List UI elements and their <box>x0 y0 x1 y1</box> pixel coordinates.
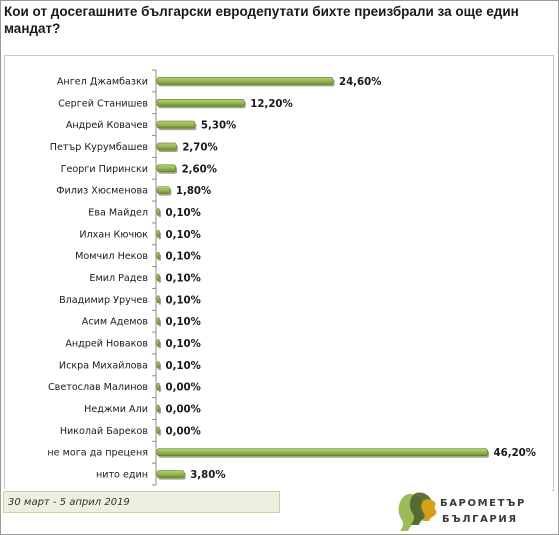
bar <box>156 426 160 435</box>
data-label: 12,20% <box>250 99 292 110</box>
data-label: 46,20% <box>494 448 536 459</box>
bar <box>156 98 245 107</box>
bar <box>156 230 160 238</box>
data-label: 0,10% <box>166 208 201 219</box>
bar <box>156 470 185 478</box>
category-label: Ангел Джамбазки <box>57 76 148 87</box>
bar <box>156 382 160 391</box>
bar <box>156 208 160 216</box>
data-label: 3,80% <box>190 470 225 481</box>
category-label: Николай Бареков <box>60 426 149 437</box>
bar <box>156 339 160 347</box>
category-label: Георги Пирински <box>61 164 148 175</box>
logo-emblem-icon <box>398 492 437 531</box>
bar <box>156 361 160 369</box>
data-label: 0,10% <box>166 361 201 372</box>
category-label: Владимир Уручев <box>59 295 148 306</box>
logo-line1: БАРОМЕТЪР <box>440 498 526 509</box>
category-label: Ева Майдел <box>88 207 148 218</box>
bar <box>156 273 160 282</box>
bar <box>156 404 160 413</box>
category-label: Филиз Хюсменова <box>56 186 148 197</box>
bar <box>156 77 334 85</box>
date-range: 30 март - 5 април 2019 <box>3 491 280 513</box>
data-label: 0,00% <box>166 405 201 416</box>
plot-area <box>4 55 554 491</box>
chart-title: Кои от досегашните български евродепутат… <box>4 4 519 36</box>
category-label: Неджми Али <box>84 404 148 415</box>
data-label: 0,10% <box>166 317 201 328</box>
bar <box>156 186 171 194</box>
data-label: 0,00% <box>166 426 201 437</box>
barometar-logo: БАРОМЕТЪР БЪЛГАРИЯ <box>394 490 554 532</box>
category-label: Асим Адемов <box>82 317 149 328</box>
category-label: Искра Михайлова <box>59 360 148 371</box>
category-label: Момчил Неков <box>75 251 148 262</box>
logo-line2: БЪЛГАРИЯ <box>442 514 518 525</box>
bar <box>156 164 176 173</box>
category-label: Емил Радев <box>89 273 148 284</box>
data-label: 0,10% <box>166 230 201 241</box>
category-label: не мога да преценя <box>47 448 148 459</box>
data-label: 24,60% <box>339 77 381 88</box>
category-label: Петър Курумбашев <box>50 142 149 153</box>
data-label: 1,80% <box>176 186 211 197</box>
data-label: 0,10% <box>166 339 201 350</box>
data-label: 2,60% <box>182 164 217 175</box>
category-label: Сергей Станишев <box>58 98 148 109</box>
category-label: нито един <box>96 470 148 481</box>
data-label: 0,00% <box>166 383 201 394</box>
bar <box>156 142 177 151</box>
bar <box>156 295 160 304</box>
bar <box>156 120 196 129</box>
bar <box>156 251 160 260</box>
category-label: Андрей Ковачев <box>66 120 149 131</box>
bar <box>156 317 160 325</box>
data-label: 5,30% <box>201 121 236 132</box>
category-label: Светослав Малинов <box>48 382 148 393</box>
category-label: Илхан Кючюк <box>79 229 148 240</box>
data-label: 2,70% <box>182 142 217 153</box>
data-label: 0,10% <box>166 274 201 285</box>
bar <box>156 448 488 457</box>
data-label: 0,10% <box>166 252 201 263</box>
data-label: 0,10% <box>166 295 201 306</box>
category-label: Андрей Новаков <box>65 339 148 350</box>
